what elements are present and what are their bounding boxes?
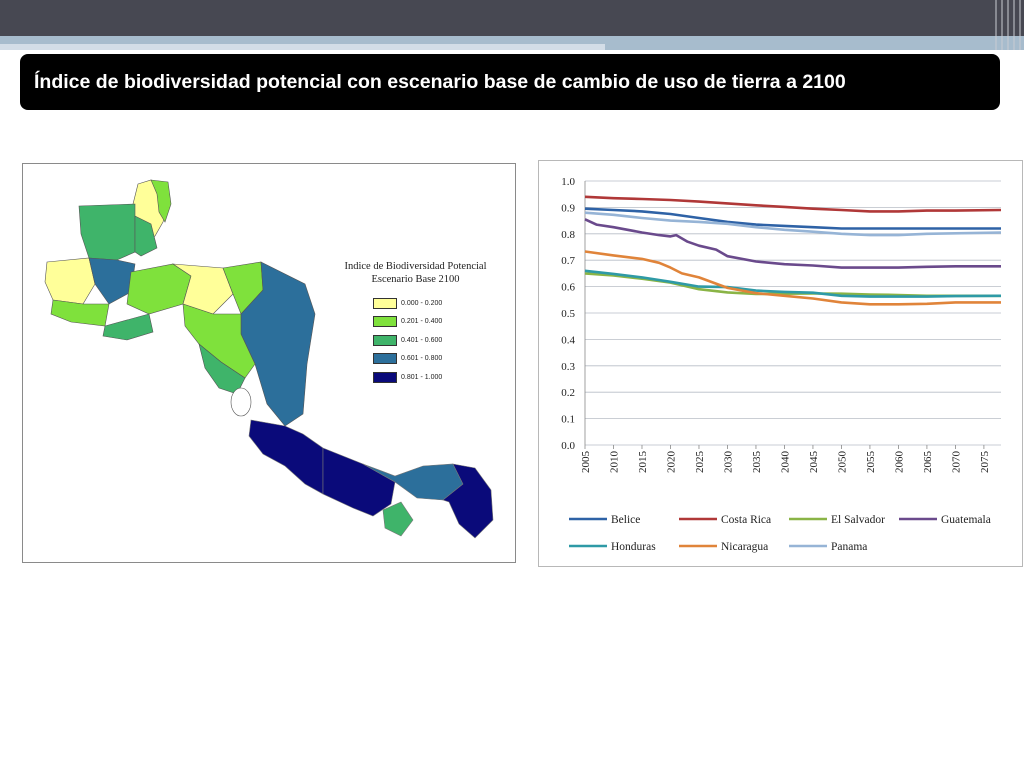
map-legend-item: 0.801 - 1.000 [373,368,498,387]
x-tick-label: 2005 [580,451,592,474]
map-legend-item: 0.000 - 0.200 [373,294,498,313]
legend-label: Belice [611,514,640,526]
y-tick-label: 0.4 [561,334,575,346]
series-line-belice [584,207,1001,230]
x-tick-label: 2070 [950,451,962,474]
x-tick-label: 2050 [836,451,848,474]
map-legend-swatch [373,297,397,309]
legend-label: El Salvador [831,514,885,526]
map-region-darien [442,463,494,539]
y-tick-label: 0.0 [561,440,575,452]
x-tick-label: 2065 [922,451,934,474]
x-tick-label: 2075 [979,451,991,474]
map-legend-label: 0.401 - 0.600 [401,336,443,344]
map-region-yucatan-east [150,179,172,223]
x-tick-label: 2045 [808,451,820,474]
map-legend-label: 0.601 - 0.800 [401,355,443,363]
y-tick-label: 0.7 [561,255,575,267]
x-tick-label: 2035 [751,451,763,474]
map-legend-swatch [373,316,397,328]
x-tick-label: 2010 [608,451,620,474]
map-legend-label: 0.201 - 0.400 [401,318,443,326]
map-legend-item: 0.201 - 0.400 [373,313,498,332]
x-tick-label: 2060 [893,451,905,474]
map-legend-swatch [373,334,397,346]
x-tick-label: 2040 [779,451,791,474]
map-legend-items: 0.000 - 0.200 0.201 - 0.400 0.401 - 0.600 0… [373,294,498,387]
map-region-panama-west [322,447,396,517]
map-lake-nicaragua [230,387,252,417]
map-legend-title-line1: Indice de Biodiversidad Potencial [344,261,487,272]
slide-title-band: Índice de biodiversidad potencial con es… [20,54,1000,110]
legend-label: Guatemala [941,514,991,526]
biodiversity-line-chart: 1.0 0.9 0.8 0.7 0.6 0.5 0.4 0.3 0.2 0.1 0.0 2005 201… [538,160,1023,567]
map-legend-label: 0.801 - 1.000 [401,373,443,381]
map-legend-label: 0.000 - 0.200 [401,299,443,307]
line-chart-svg: 1.0 0.9 0.8 0.7 0.6 0.5 0.4 0.3 0.2 0.1 0.0 2005 201… [561,176,1002,553]
x-tick-label: 2020 [665,451,677,474]
series-line-nicaragua [584,250,1001,306]
map-legend-title-line2: Escenario Base 2100 [371,274,460,285]
legend-label: Honduras [611,541,656,553]
map-region-el-salvador [102,313,154,341]
y-tick-label: 0.2 [561,387,575,399]
y-tick-label: 0.9 [561,202,575,214]
x-tick-label: 2030 [722,451,734,474]
y-tick-label: 0.5 [561,308,575,320]
y-tick-label: 0.1 [561,414,575,426]
y-tick-label: 1.0 [561,176,575,188]
map-legend-item: 0.401 - 0.600 [373,331,498,350]
map-region-costa-rica [248,419,323,495]
series-line-panama [584,211,1002,237]
legend-label: Costa Rica [721,514,771,526]
map-region-belize [134,215,158,257]
x-tick-label: 2015 [637,451,649,474]
map-legend-swatch [373,371,397,383]
series-line-costa-rica [584,195,1002,213]
panama-map [322,447,494,539]
biodiversity-map: Indice de Biodiversidad Potencial Escena… [22,163,516,563]
y-tick-label: 0.6 [561,282,575,294]
map-legend: Indice de Biodiversidad Potencial Escena… [333,260,498,387]
series-line-honduras [584,269,1002,298]
map-region-nicaragua-west [182,303,256,379]
top-stripe-highlight [0,44,605,50]
y-tick-label: 0.3 [561,361,575,373]
central-america-map [44,179,323,495]
y-tick-label: 0.8 [561,229,575,241]
legend-label: Panama [831,541,867,553]
slide-title: Índice de biodiversidad potencial con es… [34,71,846,93]
corner-lines-decoration [995,0,1021,50]
legend-label: Nicaragua [721,541,768,553]
x-tick-label: 2025 [694,451,706,474]
map-region-azuero [382,501,414,537]
x-tick-label: 2055 [865,451,877,474]
map-region-mosquitia [240,261,316,427]
map-legend-swatch [373,353,397,365]
map-legend-item: 0.601 - 0.800 [373,350,498,369]
series-line-guatemala [584,218,1001,269]
top-bar [0,0,1024,36]
